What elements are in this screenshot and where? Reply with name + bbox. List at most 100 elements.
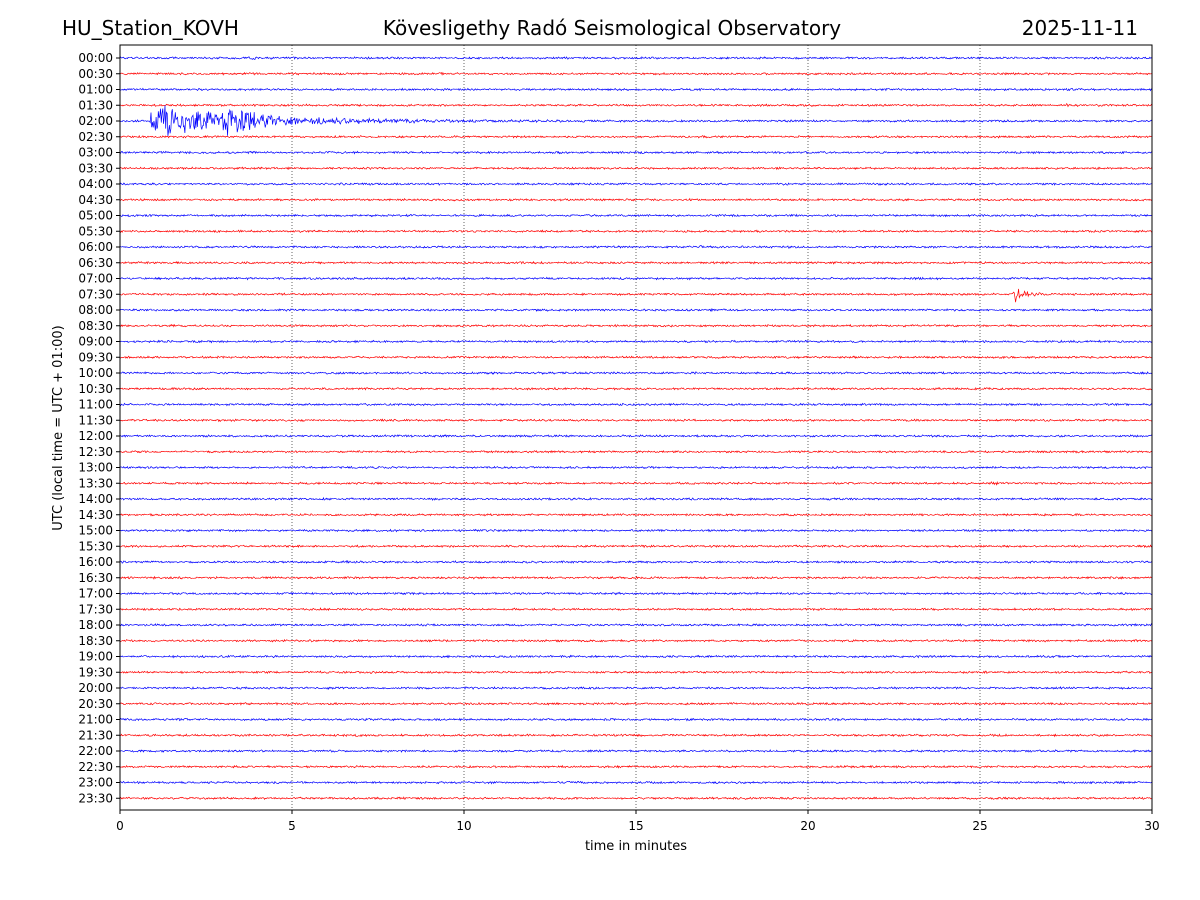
y-tick-label-14: 07:00 (78, 272, 113, 286)
trace-row-24 (119, 434, 1153, 438)
station-name: HU_Station_KOVH (62, 16, 239, 40)
trace-row-10 (120, 213, 1152, 218)
trace-row-41 (119, 701, 1152, 706)
trace-row-30 (119, 528, 1153, 533)
observatory-title: Kövesligethy Radó Seismological Observat… (383, 16, 841, 40)
y-tick-label-43: 21:30 (78, 728, 113, 742)
y-tick-label-1: 00:30 (78, 67, 113, 81)
y-tick-label-9: 04:30 (78, 193, 113, 207)
trace-row-35 (119, 607, 1153, 612)
trace-row-3 (119, 103, 1153, 108)
x-tick-label-6: 30 (1144, 819, 1159, 833)
y-tick-label-22: 11:00 (78, 398, 113, 412)
y-tick-label-16: 08:00 (78, 303, 113, 317)
y-tick-label-29: 14:30 (78, 508, 113, 522)
y-tick-label-4: 02:00 (78, 114, 113, 128)
x-tick-label-2: 10 (456, 819, 471, 833)
y-tick-label-40: 20:00 (78, 681, 113, 695)
y-tick-label-33: 16:30 (78, 571, 113, 585)
grid-lines (291, 45, 981, 810)
trace-row-32 (119, 559, 1153, 564)
trace-row-18 (119, 339, 1153, 344)
y-tick-label-7: 03:30 (78, 161, 113, 175)
y-tick-label-0: 00:00 (78, 51, 113, 65)
trace-row-2 (119, 87, 1153, 92)
y-tick-label-23: 11:30 (78, 413, 113, 427)
trace-row-34 (119, 591, 1153, 596)
trace-row-44 (119, 749, 1152, 753)
plot-frame (119, 44, 1153, 811)
x-tick-label-4: 20 (800, 819, 815, 833)
y-tick-label-31: 15:30 (78, 539, 113, 553)
y-tick-label-3: 01:30 (78, 98, 113, 112)
trace-row-8 (119, 182, 1153, 186)
y-tick-label-45: 22:30 (78, 760, 113, 774)
x-tick-label-3: 15 (628, 819, 643, 833)
y-tick-label-11: 05:30 (78, 224, 113, 238)
trace-row-7 (119, 166, 1153, 171)
trace-row-26 (119, 465, 1153, 470)
y-tick-label-30: 15:00 (78, 524, 113, 538)
trace-row-11 (119, 229, 1153, 234)
trace-row-33 (120, 575, 1153, 580)
y-tick-label-47: 23:30 (78, 791, 113, 805)
y-tick-label-8: 04:00 (78, 177, 113, 191)
seismogram-traces (119, 56, 1153, 801)
trace-row-20 (119, 371, 1153, 375)
y-tick-label-20: 10:00 (78, 366, 113, 380)
y-tick-label-41: 20:30 (78, 697, 113, 711)
y-tick-label-27: 13:30 (78, 476, 113, 490)
y-tick-label-17: 08:30 (78, 319, 113, 333)
y-tick-label-25: 12:30 (78, 445, 113, 459)
y-tick-label-6: 03:00 (78, 146, 113, 160)
record-date: 2025-11-11 (1022, 16, 1138, 40)
trace-row-47 (119, 796, 1153, 801)
trace-row-42 (119, 717, 1153, 722)
y-tick-label-42: 21:00 (78, 713, 113, 727)
y-tick-label-37: 18:30 (78, 634, 113, 648)
y-tick-label-15: 07:30 (78, 287, 113, 301)
trace-row-45 (119, 764, 1153, 769)
trace-row-46 (119, 780, 1153, 785)
x-tick-label-0: 0 (116, 819, 124, 833)
trace-row-0 (119, 56, 1153, 61)
y-tick-label-28: 14:00 (78, 492, 113, 506)
y-tick-label-34: 17:00 (78, 587, 113, 601)
y-tick-label-5: 02:30 (78, 130, 113, 144)
trace-row-31 (119, 544, 1153, 549)
trace-row-25 (119, 449, 1153, 454)
trace-row-9 (119, 197, 1153, 202)
trace-row-21 (119, 386, 1153, 391)
trace-row-14 (119, 276, 1153, 281)
x-axis-label: time in minutes (585, 839, 687, 854)
y-tick-label-18: 09:00 (78, 335, 113, 349)
y-tick-label-10: 05:00 (78, 209, 113, 223)
y-tick-label-26: 13:00 (78, 461, 113, 475)
trace-row-27 (119, 480, 1153, 486)
trace-row-17 (119, 323, 1153, 328)
trace-row-36 (119, 623, 1153, 627)
trace-row-6 (119, 150, 1153, 155)
y-tick-label-46: 23:00 (78, 776, 113, 790)
y-tick-label-21: 10:30 (78, 382, 113, 396)
trace-row-13 (119, 260, 1153, 265)
x-tick-label-5: 25 (972, 819, 987, 833)
y-tick-label-13: 06:30 (78, 256, 113, 270)
y-tick-label-19: 09:30 (78, 350, 113, 364)
y-tick-label-24: 12:00 (78, 429, 113, 443)
trace-row-43 (119, 733, 1153, 738)
x-axis-ticks: 0 5 10 15 20 25 30 (116, 810, 1160, 833)
trace-row-12 (119, 244, 1153, 249)
y-tick-label-44: 22:00 (78, 744, 113, 758)
y-tick-label-35: 17:30 (78, 602, 113, 616)
y-tick-label-38: 19:00 (78, 650, 113, 664)
trace-row-19 (119, 355, 1153, 360)
x-tick-label-1: 5 (288, 819, 296, 833)
trace-row-40 (119, 686, 1153, 690)
trace-row-39 (119, 670, 1153, 675)
y-tick-label-39: 19:30 (78, 665, 113, 679)
y-tick-label-36: 18:00 (78, 618, 113, 632)
y-tick-label-2: 01:00 (78, 83, 113, 97)
